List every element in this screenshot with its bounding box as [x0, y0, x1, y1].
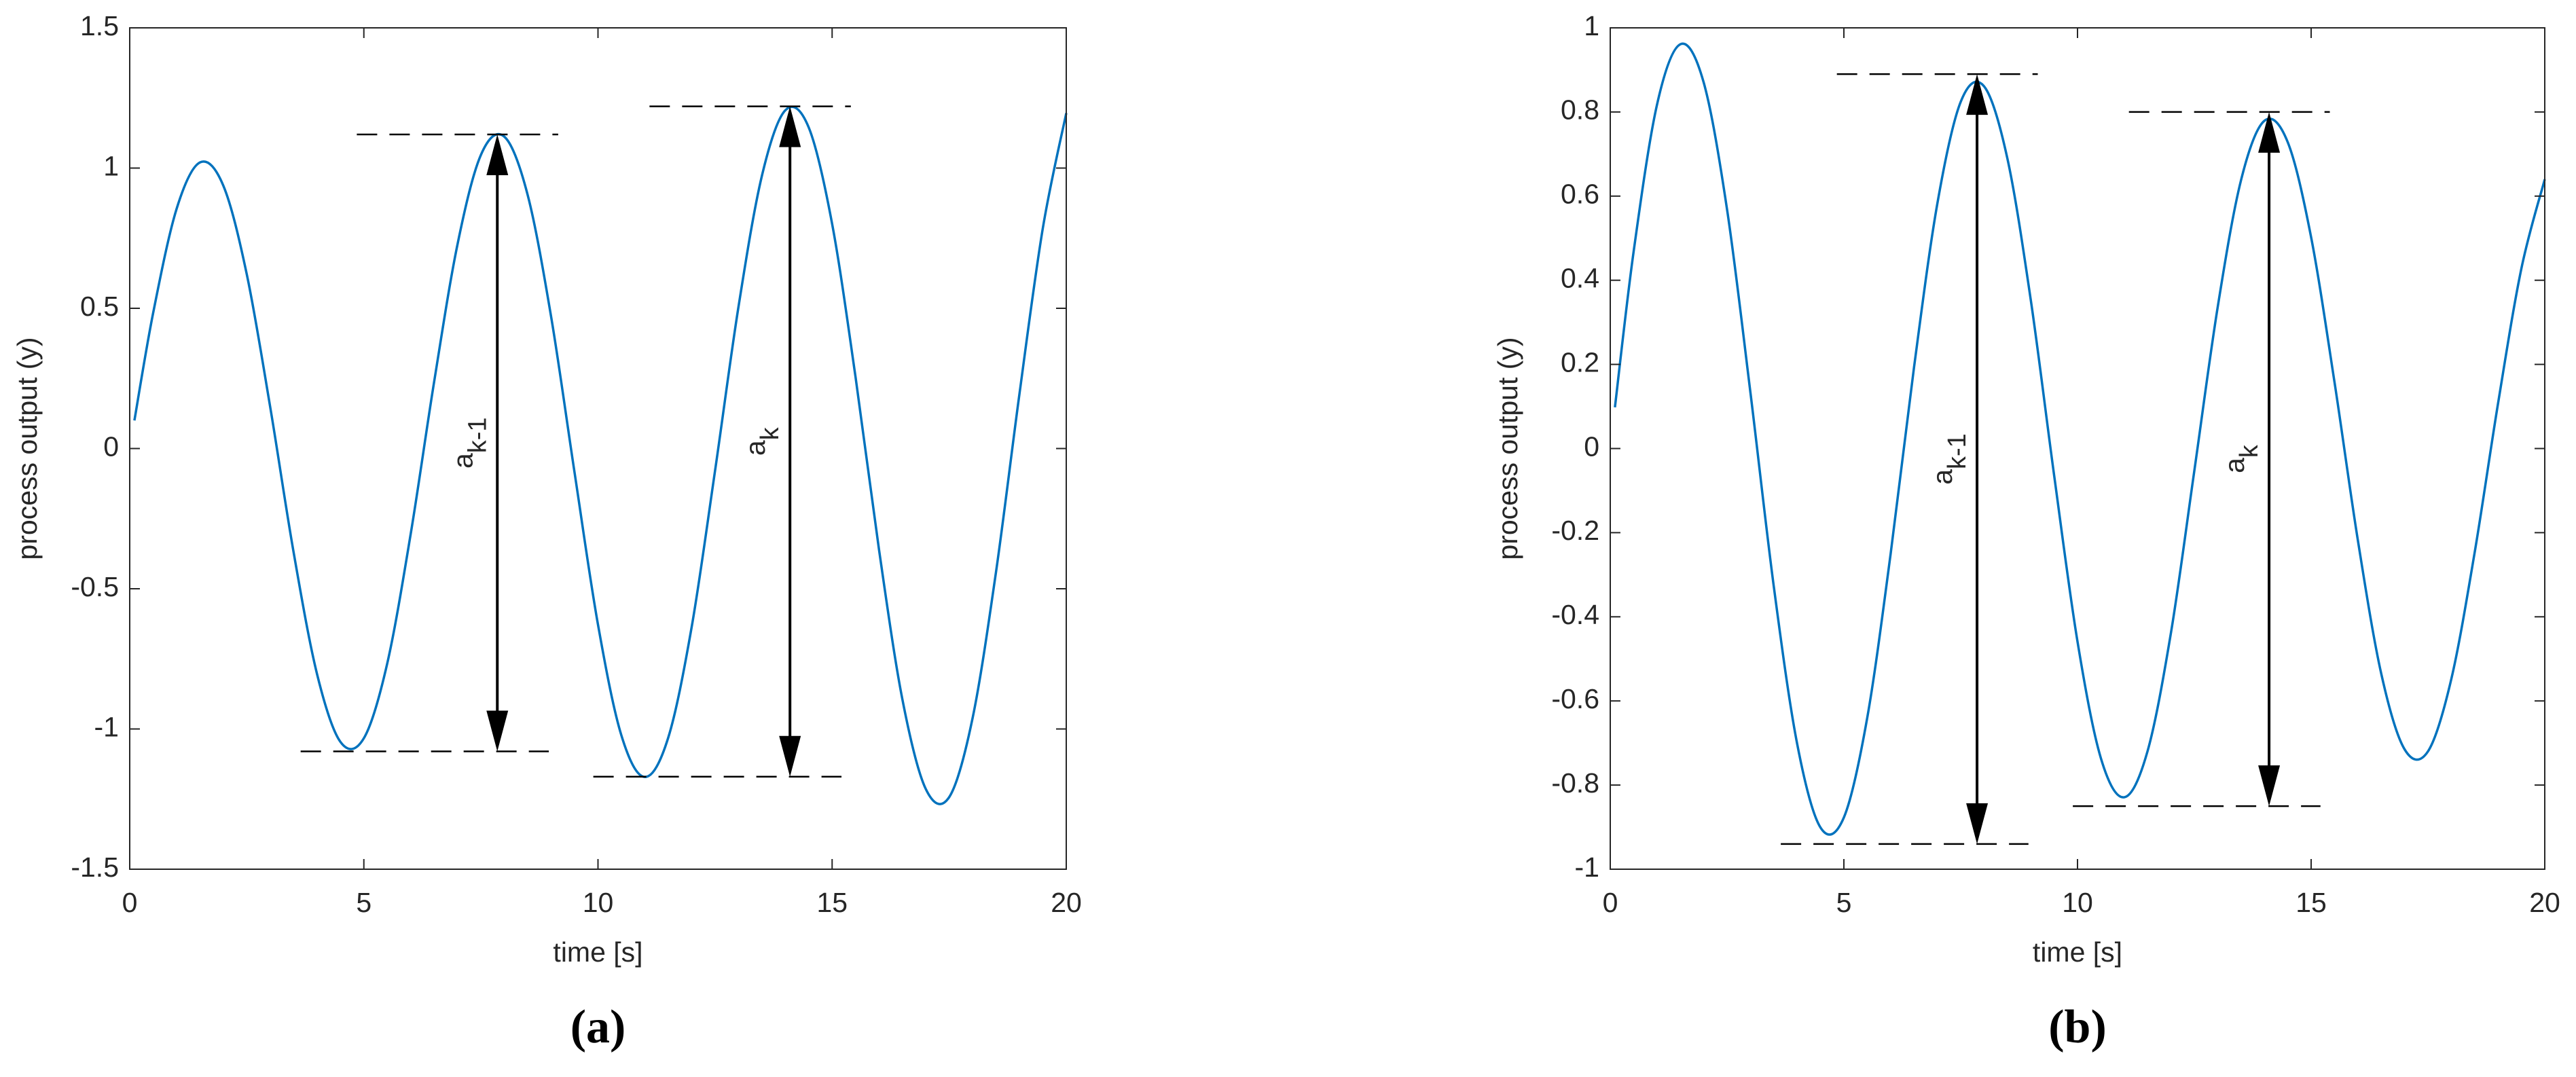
arrowhead [2258, 111, 2281, 153]
data-line [1614, 42, 2546, 836]
y-tick-label: -0.4 [1551, 599, 1599, 630]
arrowhead [1966, 74, 1989, 115]
y-tick-label: 1.5 [80, 10, 119, 41]
amplitude-symbol: a [1927, 469, 1958, 485]
amplitude-label: ak-1 [447, 417, 492, 469]
amplitude-symbol: a [2219, 458, 2250, 473]
y-tick-label: -1 [1575, 852, 1599, 883]
x-tick-label: 5 [1836, 887, 1852, 918]
amplitude-subscript: k [2235, 444, 2264, 458]
panel-caption: (a) [570, 1001, 626, 1053]
amplitude-symbol: a [447, 453, 478, 469]
y-tick-label: 0.8 [1561, 94, 1599, 126]
x-tick-label: 0 [122, 887, 138, 918]
y-tick-label: 0.4 [1561, 263, 1599, 294]
amplitude-subscript: k [756, 426, 784, 440]
y-tick-label: -0.8 [1551, 767, 1599, 799]
y-axis-label: process output (y) [1492, 337, 1523, 560]
x-tick-label: 15 [816, 887, 848, 918]
arrowhead [1966, 803, 1989, 844]
x-tick-label: 0 [1603, 887, 1618, 918]
arrowhead [779, 106, 801, 147]
amplitude-subscript: k-1 [1943, 433, 1972, 469]
y-tick-label: 0.2 [1561, 346, 1599, 378]
data-line [133, 105, 1068, 805]
axes-frame [1610, 27, 2545, 870]
y-tick-label: 0 [1584, 431, 1599, 462]
y-tick-label: 0 [103, 431, 119, 462]
amplitude-label: ak-1 [1927, 433, 1972, 485]
arrowhead [486, 710, 509, 752]
axes-frame [129, 27, 1067, 870]
y-axis-label: process output (y) [12, 337, 43, 560]
x-tick-label: 20 [2529, 887, 2560, 918]
x-tick-label: 20 [1051, 887, 1082, 918]
arrowhead [2258, 765, 2281, 807]
x-axis-label: time [s] [553, 936, 642, 968]
amplitude-label: ak [740, 426, 784, 456]
y-tick-label: -0.5 [71, 571, 119, 602]
x-tick-label: 5 [356, 887, 371, 918]
x-tick-label: 15 [2296, 887, 2327, 918]
x-axis-label: time [s] [2033, 936, 2122, 968]
arrowhead [779, 735, 801, 777]
y-tick-label: 0.6 [1561, 179, 1599, 210]
y-tick-label: -0.2 [1551, 515, 1599, 546]
amplitude-symbol: a [740, 440, 771, 456]
y-tick-label: 1 [1584, 10, 1599, 41]
y-tick-label: 1 [103, 150, 119, 181]
x-tick-label: 10 [583, 887, 614, 918]
y-tick-label: -1.5 [71, 852, 119, 883]
y-tick-label: -0.6 [1551, 683, 1599, 714]
amplitude-subscript: k-1 [463, 417, 492, 453]
y-tick-label: -1 [94, 711, 119, 742]
panel-caption: (b) [2048, 1001, 2107, 1053]
arrowhead [486, 134, 509, 175]
y-tick-label: 0.5 [80, 291, 119, 322]
x-tick-label: 10 [2062, 887, 2093, 918]
amplitude-label: ak [2219, 444, 2264, 473]
